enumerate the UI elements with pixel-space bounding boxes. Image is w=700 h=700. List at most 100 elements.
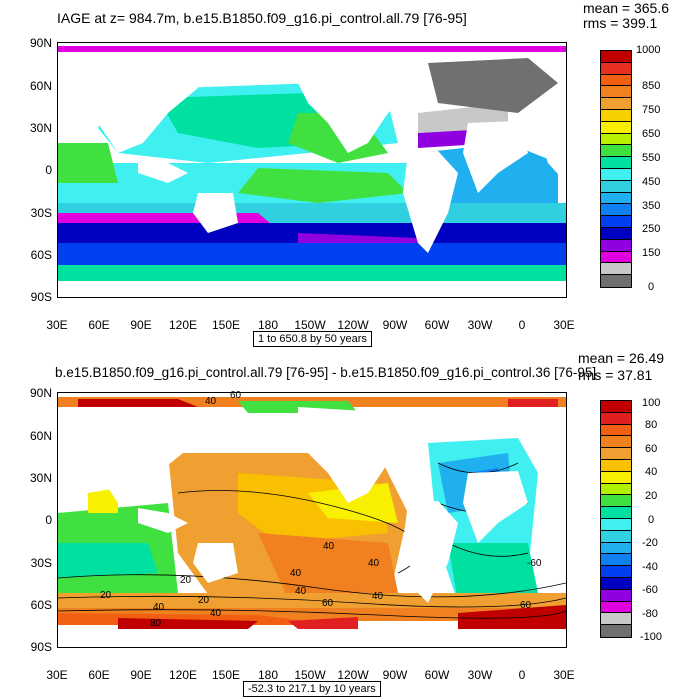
colorbar-label: 850: [642, 80, 661, 92]
colorbar-segment: [601, 566, 631, 578]
colorbar-segment: [601, 507, 631, 519]
contour-label: 20: [198, 595, 210, 606]
lat-label-0: 0: [45, 513, 52, 527]
colorbar-segment: [601, 412, 631, 425]
age-field-map: [58, 43, 566, 297]
age-map-panel: IAGE at z= 984.7m, b.e15.B1850.f09_g16.p…: [29, 0, 669, 347]
colorbar-label: 100: [642, 397, 661, 409]
lat-label-90s: 90S: [30, 640, 52, 654]
lat-label-60s: 60S: [30, 598, 52, 612]
lat-label-60n: 60N: [29, 429, 52, 443]
colorbar-segment: [601, 133, 631, 146]
colorbar-segment: [601, 613, 631, 626]
lat-label-90s: 90S: [30, 290, 52, 304]
lat-label-30s: 30S: [30, 206, 52, 220]
colorbar-segment: [601, 518, 631, 531]
colorbar: [600, 400, 632, 638]
colorbar-label: -80: [642, 608, 658, 620]
lon-label: 150W: [294, 318, 326, 332]
contour-label: 60: [230, 390, 242, 401]
colorbar-segment: [601, 471, 631, 484]
contour-label: 40: [323, 541, 335, 552]
lat-label-30n: 30N: [29, 121, 52, 135]
colorbar-label: 1000: [636, 44, 661, 56]
contour-label: 40: [153, 602, 165, 613]
colorbar-segment: [601, 109, 631, 122]
contour-label: 80: [150, 618, 162, 629]
colorbar-label: -100: [640, 631, 663, 643]
contour-label: 20: [100, 590, 112, 601]
contour-label: 20: [180, 575, 192, 586]
lon-label: 30E: [553, 318, 575, 332]
lon-label: 90W: [382, 318, 408, 332]
contour-label: 40: [210, 608, 222, 619]
map-title: IAGE at z= 984.7m, b.e15.B1850.f09_g16.p…: [57, 10, 467, 26]
colorbar-label: 150: [642, 247, 661, 259]
colorbar-label: -60: [642, 584, 658, 596]
colorbar-segment: [601, 424, 631, 437]
colorbar-segment: [601, 216, 631, 228]
contour-label: 40: [368, 558, 380, 569]
contour-label: 40: [372, 591, 384, 602]
lon-label: 60E: [88, 318, 110, 332]
colorbar-label: 550: [642, 152, 661, 164]
colorbar-label: 450: [642, 176, 661, 188]
colorbar-segment: [601, 554, 631, 567]
lon-label: 90E: [130, 318, 152, 332]
lon-label: 150W: [294, 668, 326, 682]
lon-label: 60E: [88, 668, 110, 682]
colorbar-segment: [601, 601, 631, 614]
colorbar-segment: [601, 251, 631, 264]
colorbar-segment: [601, 625, 631, 637]
colorbar-segment: [601, 121, 631, 134]
colorbar-segment: [601, 180, 631, 193]
colorbar-label: 750: [642, 104, 661, 116]
colorbar-label: 40: [645, 466, 658, 478]
colorbar-segment: [601, 401, 631, 413]
colorbar-segment: [601, 157, 631, 169]
colorbar-segment: [601, 495, 631, 508]
lon-label: 120E: [168, 318, 198, 332]
colorbar-segment: [601, 204, 631, 217]
lon-label: 30E: [46, 318, 68, 332]
contour-label: -60: [527, 558, 542, 569]
colorbar-segment: [601, 145, 631, 158]
lat-label-90n: 90N: [29, 36, 52, 50]
difference-field-map: [58, 393, 566, 647]
lat-label-30n: 30N: [29, 471, 52, 485]
colorbar-label: -20: [642, 537, 658, 549]
lon-label: 120E: [168, 668, 198, 682]
colorbar-segment: [601, 448, 631, 460]
colorbar-label: 0: [648, 514, 655, 526]
lon-label: 30E: [553, 668, 575, 682]
colorbar-segment: [601, 530, 631, 543]
contour-label: 60: [520, 600, 532, 611]
map-title: b.e15.B1850.f09_g16.pi_control.all.79 [7…: [55, 365, 597, 380]
colorbar-segment: [601, 459, 631, 472]
contour-info-box: -52.3 to 217.1 by 10 years: [243, 681, 381, 697]
rms-value: rms = 37.81: [578, 367, 653, 383]
lon-label: 30E: [46, 668, 68, 682]
colorbar-label: 60: [645, 443, 658, 455]
lat-label-60s: 60S: [30, 248, 52, 262]
colorbar-segment: [601, 589, 631, 602]
lon-label: 150E: [211, 668, 241, 682]
colorbar-segment: [601, 436, 631, 449]
colorbar-label: 650: [642, 128, 661, 140]
colorbar-segment: [601, 168, 631, 181]
map-plot-area: [57, 392, 567, 648]
colorbar-label: -40: [642, 561, 658, 573]
lat-label-0: 0: [45, 163, 52, 177]
colorbar-label: 350: [642, 200, 661, 212]
lon-label: 30W: [467, 318, 493, 332]
colorbar-label: 80: [645, 419, 658, 431]
contour-info-box: 1 to 650.8 by 50 years: [253, 331, 372, 347]
colorbar-segment: [601, 192, 631, 205]
lon-label: 150E: [211, 318, 241, 332]
contour-label: 60: [322, 598, 334, 609]
rms-value: rms = 399.1: [583, 15, 658, 31]
lat-label-90n: 90N: [29, 386, 52, 400]
colorbar-segment: [601, 239, 631, 252]
lon-label: 60W: [424, 318, 450, 332]
lon-label: 180: [257, 318, 279, 332]
